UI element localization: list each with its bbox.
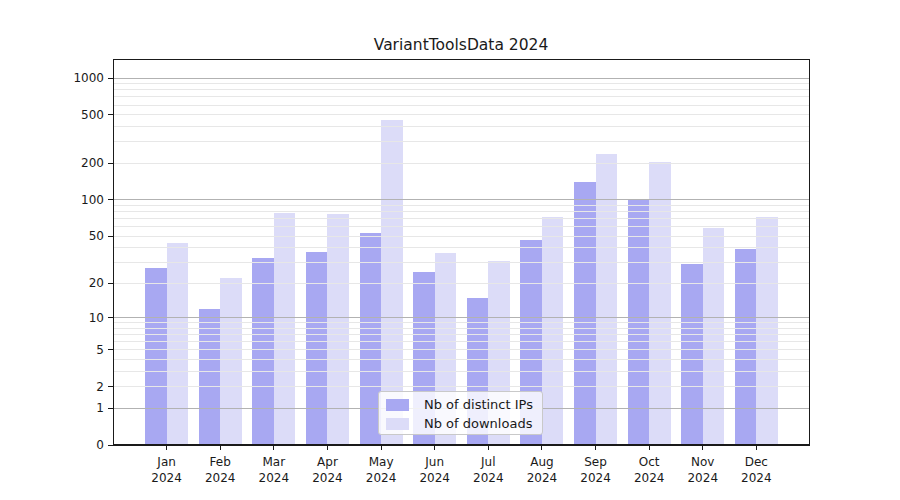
bar-jan-downloads (167, 243, 188, 445)
chart-figure: 0 1 2 5 10 20 50 100 200 500 1000 Jan2024 Feb2024 Mar… (0, 0, 900, 500)
bar-dec-downloads (756, 217, 777, 445)
chart-legend: Nb of distinct IPs Nb of downloads (378, 391, 543, 435)
x-tick-label-mar: Mar2024 (259, 455, 290, 485)
legend-swatch-downloads (386, 418, 409, 430)
bar-nov-ips (681, 264, 702, 445)
x-tick-label-dec: Dec2024 (741, 455, 772, 485)
bar-aug-downloads (542, 217, 563, 445)
y-tick-label-5: 5 (96, 343, 104, 357)
legend-label-distinct-ips: Nb of distinct IPs (424, 398, 533, 411)
y-tick-label-1000: 1000 (73, 71, 104, 85)
y-tick-label-200: 200 (81, 156, 104, 170)
y-tick-label-100: 100 (81, 193, 104, 207)
x-tick-label-nov: Nov2024 (687, 455, 718, 485)
bar-oct-downloads (649, 162, 670, 445)
bar-apr-downloads (327, 214, 348, 445)
bar-jan-ips (145, 268, 166, 445)
y-tick-label-2: 2 (96, 380, 104, 394)
legend-row-downloads: Nb of downloads (386, 414, 542, 433)
bar-nov-downloads (703, 228, 724, 445)
y-tick-label-20: 20 (89, 276, 104, 290)
x-tick-label-jan: Jan2024 (151, 455, 182, 485)
legend-row-distinct-ips: Nb of distinct IPs (386, 395, 542, 414)
x-tick-label-oct: Oct2024 (634, 455, 665, 485)
bar-feb-downloads (220, 278, 241, 445)
chart-title: VariantToolsData 2024 (374, 36, 549, 54)
bar-sep-downloads (596, 154, 617, 445)
x-tick-label-apr: Apr2024 (312, 455, 343, 485)
x-tick-label-sep: Sep2024 (580, 455, 611, 485)
bar-dec-ips (735, 249, 756, 445)
bar-sep-ips (574, 182, 595, 445)
y-tick-label-1: 1 (96, 401, 104, 415)
legend-swatch-distinct-ips (386, 399, 409, 411)
x-tick-label-may: May2024 (366, 455, 397, 485)
x-tick-label-jul: Jul2024 (473, 455, 504, 485)
y-tick-label-50: 50 (89, 229, 104, 243)
bar-feb-ips (199, 309, 220, 445)
y-tick-label-0: 0 (96, 438, 104, 452)
x-tick-label-feb: Feb2024 (205, 455, 236, 485)
x-tick-label-aug: Aug2024 (527, 455, 558, 485)
x-tick-label-jun: Jun2024 (419, 455, 450, 485)
y-tick-label-10: 10 (89, 311, 104, 325)
y-tick-label-500: 500 (81, 108, 104, 122)
legend-label-downloads: Nb of downloads (424, 417, 532, 430)
bar-mar-ips (252, 258, 273, 445)
bar-apr-ips (306, 252, 327, 445)
